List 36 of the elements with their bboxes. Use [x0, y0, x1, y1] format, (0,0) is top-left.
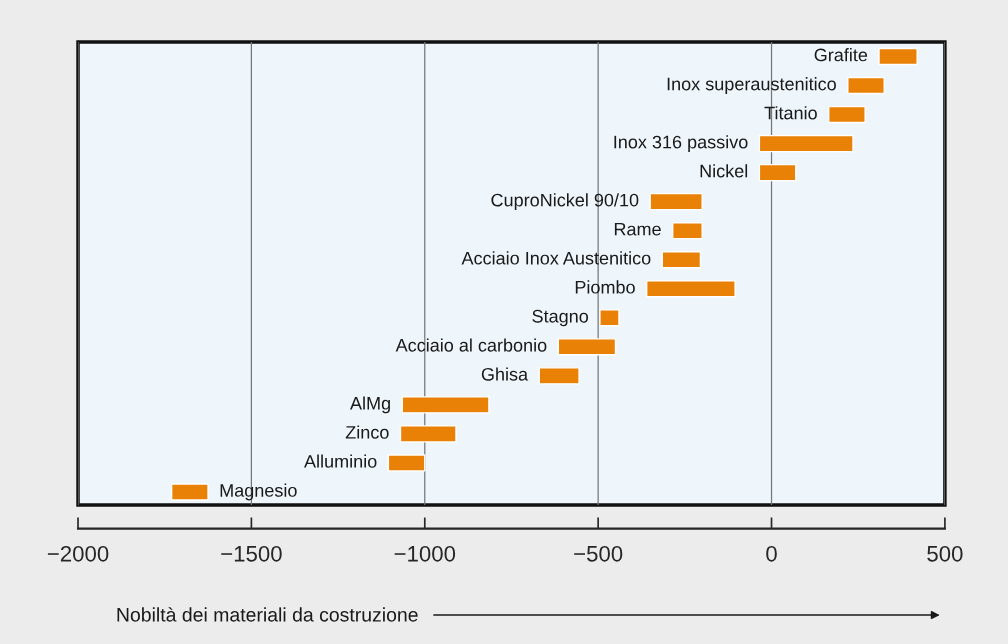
y-tick-label: CuproNickel 90/10	[491, 193, 639, 211]
bar	[878, 47, 918, 66]
x-tick-label: −2000	[47, 545, 109, 562]
y-tick-label: Piombo	[575, 280, 635, 294]
y-tick-label: Alluminio	[304, 454, 377, 468]
x-tick-label: −1000	[394, 545, 456, 562]
bar	[401, 396, 490, 414]
bar	[649, 192, 703, 211]
bar	[387, 454, 426, 472]
y-tick-label: Acciaio al carbonio	[395, 338, 547, 352]
y-tick-label: Acciaio Inox Austenitico	[461, 251, 651, 265]
x-tick-label: 500	[927, 545, 963, 562]
bar	[847, 76, 885, 95]
y-tick-label: Stagno	[532, 309, 589, 327]
x-tick-label: −1500	[221, 545, 282, 562]
bar	[538, 367, 580, 385]
y-tick-label: AlMg	[350, 396, 390, 414]
y-tick-label: Grafite	[814, 48, 868, 62]
y-tick-label: Nickel	[700, 164, 748, 178]
y-tick-label: Zinco	[345, 425, 389, 439]
bar	[758, 163, 797, 182]
y-tick-label: Rame	[614, 222, 661, 236]
bar	[661, 251, 702, 269]
bar	[672, 222, 703, 240]
y-tick-label: Inox 316 passivo	[614, 135, 748, 153]
x-tick-label: −500	[574, 545, 623, 562]
bar	[599, 309, 620, 327]
bar	[399, 425, 457, 443]
bar	[645, 280, 736, 298]
bar	[170, 483, 209, 501]
bar	[758, 134, 854, 153]
x-axis-title: Nobiltà dei materiali da costruzione	[117, 607, 418, 622]
y-tick-label: Ghisa	[481, 367, 529, 381]
bar	[557, 338, 617, 356]
x-tick-label: 0	[766, 545, 777, 562]
bar	[828, 105, 866, 124]
